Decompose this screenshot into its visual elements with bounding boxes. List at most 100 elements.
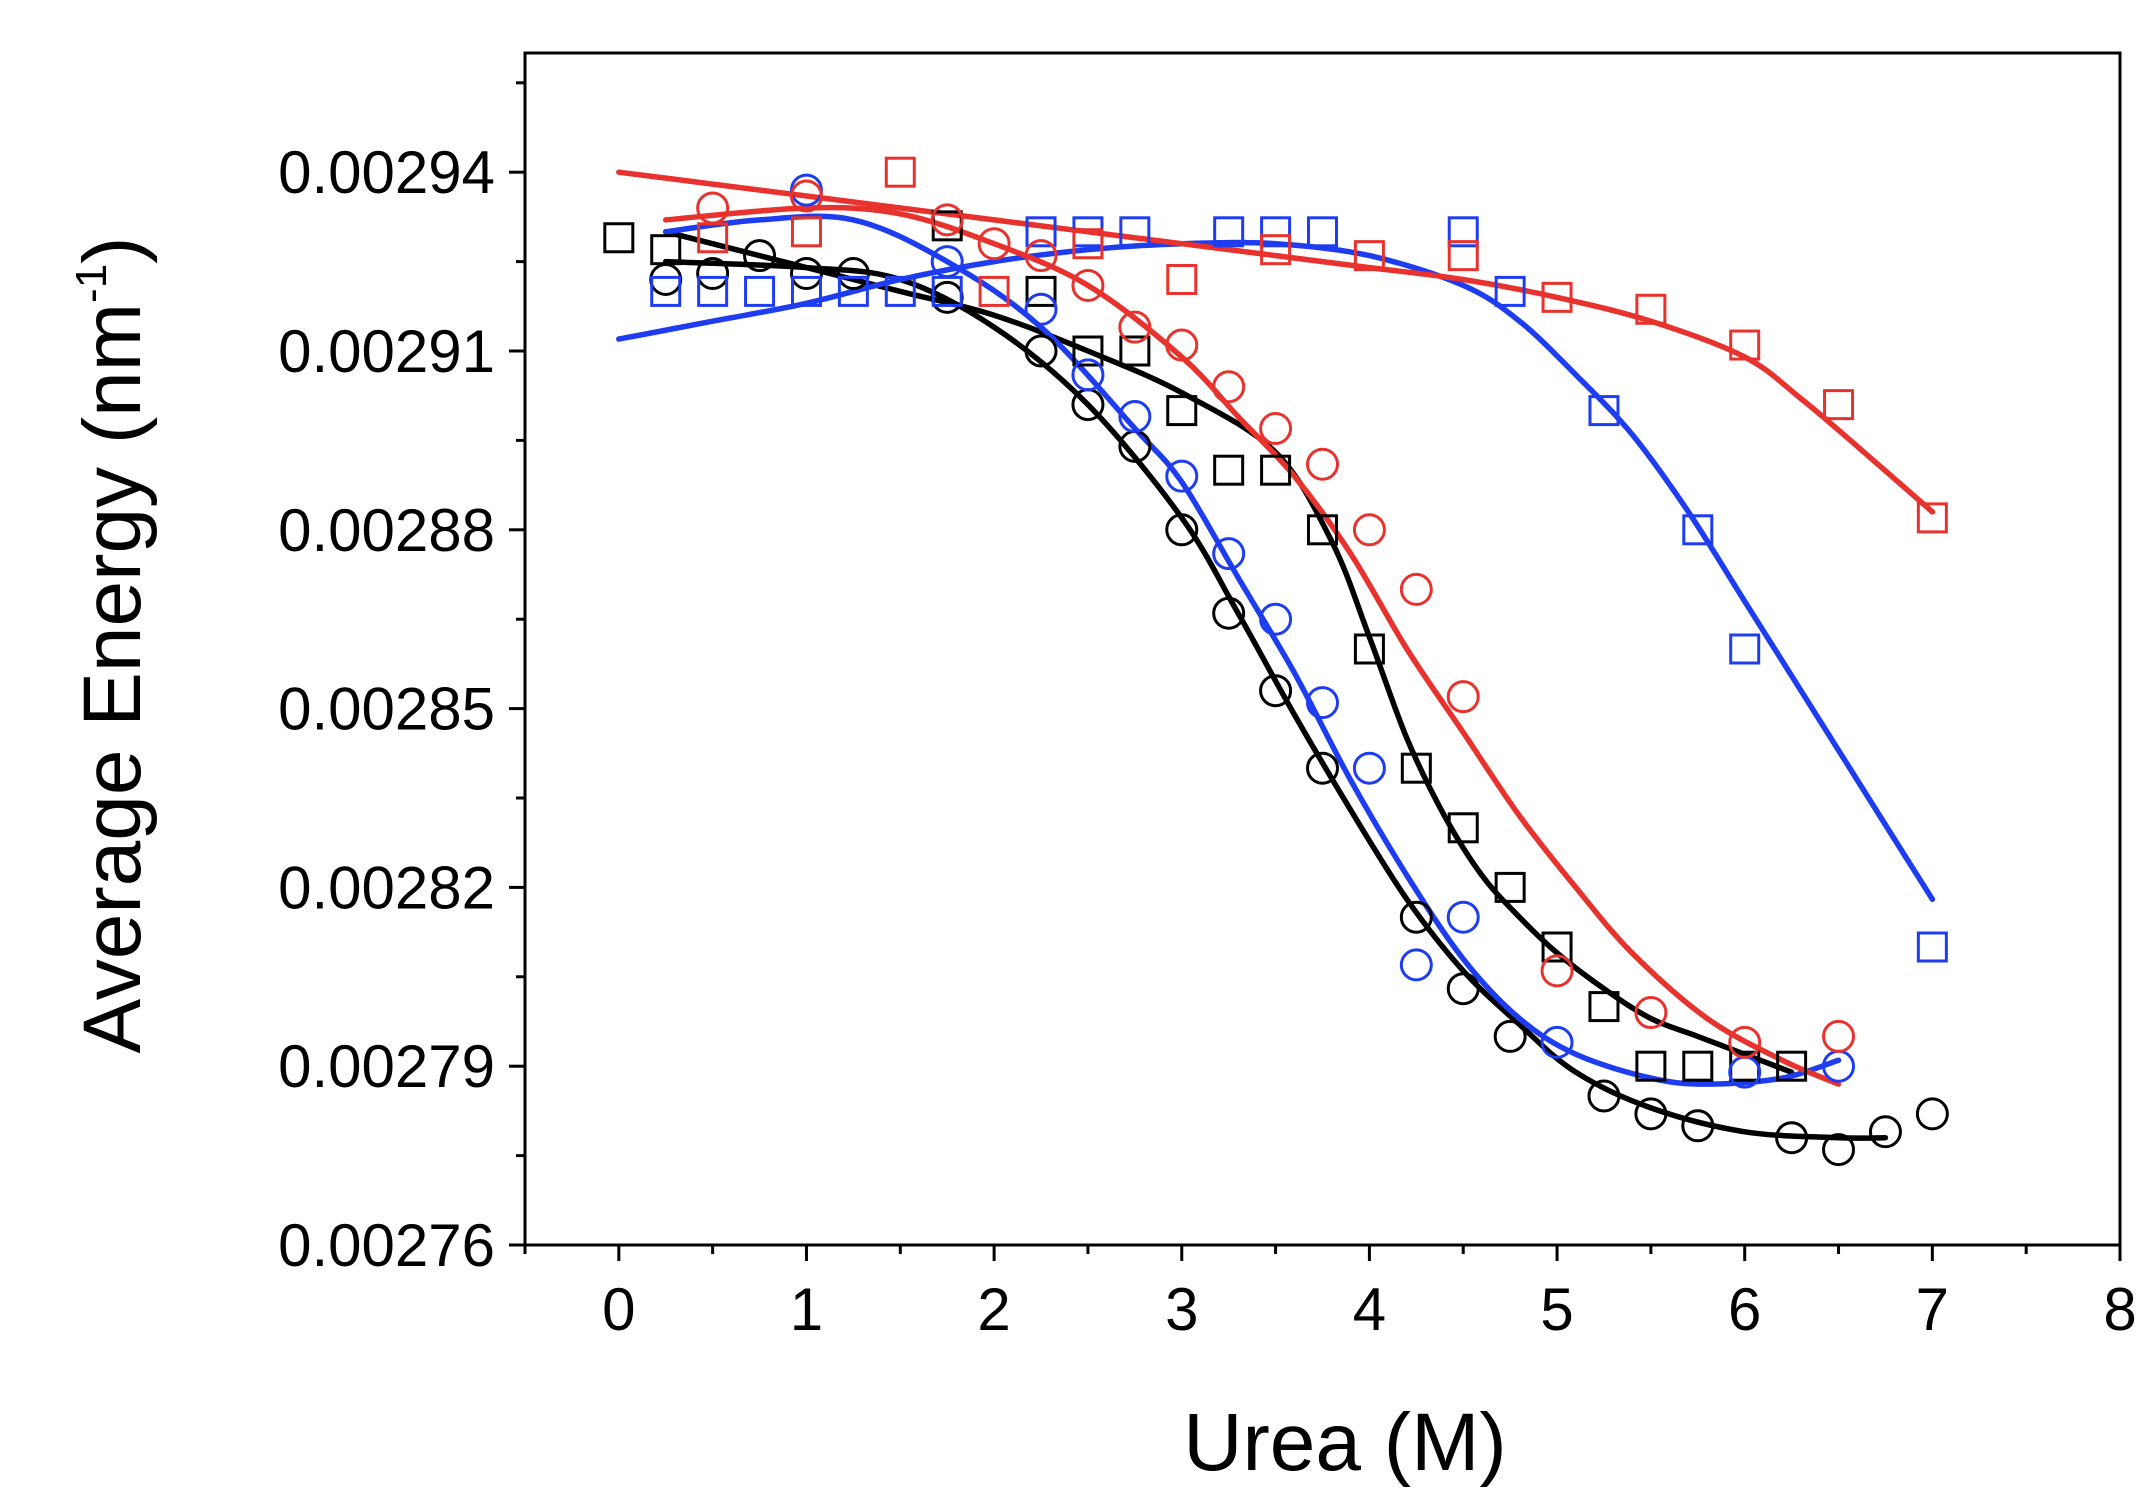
data-point-circle: [1024, 292, 1058, 326]
data-point-square: [1682, 1050, 1714, 1082]
data-point-circle: [1259, 674, 1293, 708]
data-point-circle: [1728, 1025, 1762, 1059]
data-point-square: [1682, 514, 1714, 546]
data-point-circle: [789, 257, 823, 291]
y-tick-label: 0.00282: [278, 854, 495, 921]
data-point-square: [744, 275, 776, 307]
data-point-circle: [1165, 513, 1199, 547]
data-point-circle: [1681, 1109, 1715, 1143]
data-point-circle: [1212, 370, 1246, 404]
data-point-square: [1307, 514, 1338, 546]
data-point-square: [1447, 812, 1479, 844]
y-axis-title-close: ): [67, 237, 158, 264]
data-point-circle: [1493, 1019, 1527, 1053]
x-tick-label: 6: [1728, 1276, 1761, 1343]
data-point-square: [1353, 633, 1385, 665]
data-point-circle: [1822, 1133, 1856, 1167]
data-point-square: [1307, 216, 1338, 248]
data-point-square: [1213, 454, 1245, 486]
data-point-circle: [1587, 1079, 1621, 1113]
plot-frame: [523, 51, 2122, 1247]
data-point-circle: [1446, 900, 1480, 934]
data-point-square: [1119, 216, 1151, 248]
x-tick-label: 5: [1540, 1276, 1573, 1343]
data-point-square: [1260, 216, 1292, 248]
data-point-square: [1166, 263, 1198, 295]
data-point-square: [790, 275, 822, 307]
y-tick-label: 0.00288: [278, 497, 495, 564]
data-point-circle: [1915, 1097, 1949, 1131]
x-tick-label: 2: [977, 1276, 1010, 1343]
data-point-square: [603, 222, 635, 254]
data-point-square: [1353, 240, 1385, 272]
data-point-circle: [1071, 268, 1105, 302]
data-point-circle: [1399, 572, 1433, 606]
x-axis-title: Urea (M): [1183, 1397, 1506, 1488]
data-point-square: [790, 216, 822, 248]
data-point-square: [1541, 931, 1573, 963]
data-point-circle: [1399, 948, 1433, 982]
fit-line: [662, 213, 1842, 1087]
data-point-circle: [1352, 751, 1386, 785]
data-point-circle: [1822, 1019, 1856, 1053]
data-point-square: [1635, 293, 1667, 325]
y-axis-title: Average Energy (nm-1): [67, 237, 158, 1054]
y-axis-title-sup: -1: [67, 264, 116, 303]
data-point-square: [837, 275, 869, 307]
data-point-square: [1729, 329, 1761, 361]
data-point-square: [650, 275, 682, 307]
data-point-circle: [1540, 1025, 1574, 1059]
data-point-circle: [1165, 328, 1199, 362]
x-tick-label: 1: [790, 1276, 823, 1343]
data-point-square: [697, 275, 729, 307]
data-point-square: [1776, 1050, 1808, 1082]
data-point-square: [1260, 454, 1292, 486]
data-point-square: [1025, 216, 1057, 248]
data-point-square: [884, 156, 916, 188]
y-tick-label: 0.00276: [278, 1212, 495, 1279]
fit-line: [616, 169, 1936, 515]
data-point-circle: [1306, 447, 1339, 481]
data-point-square: [1494, 871, 1526, 903]
x-tick-label: 8: [2103, 1276, 2136, 1343]
data-point-square: [1213, 216, 1245, 248]
fit-line: [662, 204, 1842, 1087]
data-point-circle: [1306, 686, 1339, 720]
y-axis-title-group: Average Energy (nm-1): [67, 237, 158, 1054]
data-point-circle: [1259, 411, 1293, 445]
data-point-circle: [1446, 972, 1480, 1006]
data-point-circle: [1024, 239, 1058, 273]
data-point-square: [1166, 395, 1198, 427]
data-point-square: [1635, 1050, 1667, 1082]
data-point-circle: [789, 179, 823, 213]
x-tick-label: 0: [602, 1276, 635, 1343]
data-point-circle: [649, 262, 683, 296]
data-point-circle: [743, 239, 777, 273]
x-tick-label: 7: [1916, 1276, 1949, 1343]
data-point-circle: [1306, 751, 1339, 785]
data-point-square: [1494, 275, 1526, 307]
data-point-circle: [977, 227, 1011, 261]
data-point-circle: [1446, 680, 1480, 714]
data-point-circle: [1165, 459, 1199, 493]
data-point-circle: [1118, 400, 1152, 434]
data-point-square: [1072, 228, 1104, 260]
data-point-circle: [696, 191, 730, 225]
series-layer: [603, 156, 1949, 1167]
data-point-circle: [1868, 1115, 1902, 1149]
data-point-circle: [930, 245, 964, 279]
data-point-circle: [836, 257, 870, 291]
y-tick-label: 0.00279: [278, 1033, 495, 1100]
data-point-circle: [1634, 1097, 1668, 1131]
data-point-circle: [696, 257, 730, 291]
data-point-square: [1260, 234, 1292, 266]
data-point-square: [1447, 240, 1479, 272]
data-point-circle: [1775, 1121, 1809, 1155]
y-axis-title-main: Average Energy (nm: [67, 303, 158, 1054]
data-point-square: [1729, 633, 1761, 665]
data-point-square: [1541, 281, 1573, 313]
data-point-square: [1916, 502, 1948, 534]
data-point-circle: [1212, 537, 1246, 571]
y-axis-ticks: 0.00276 0.00279 0.00282 0.00285 0.00288 0.002…: [278, 81, 525, 1279]
data-point-square: [1025, 275, 1057, 307]
